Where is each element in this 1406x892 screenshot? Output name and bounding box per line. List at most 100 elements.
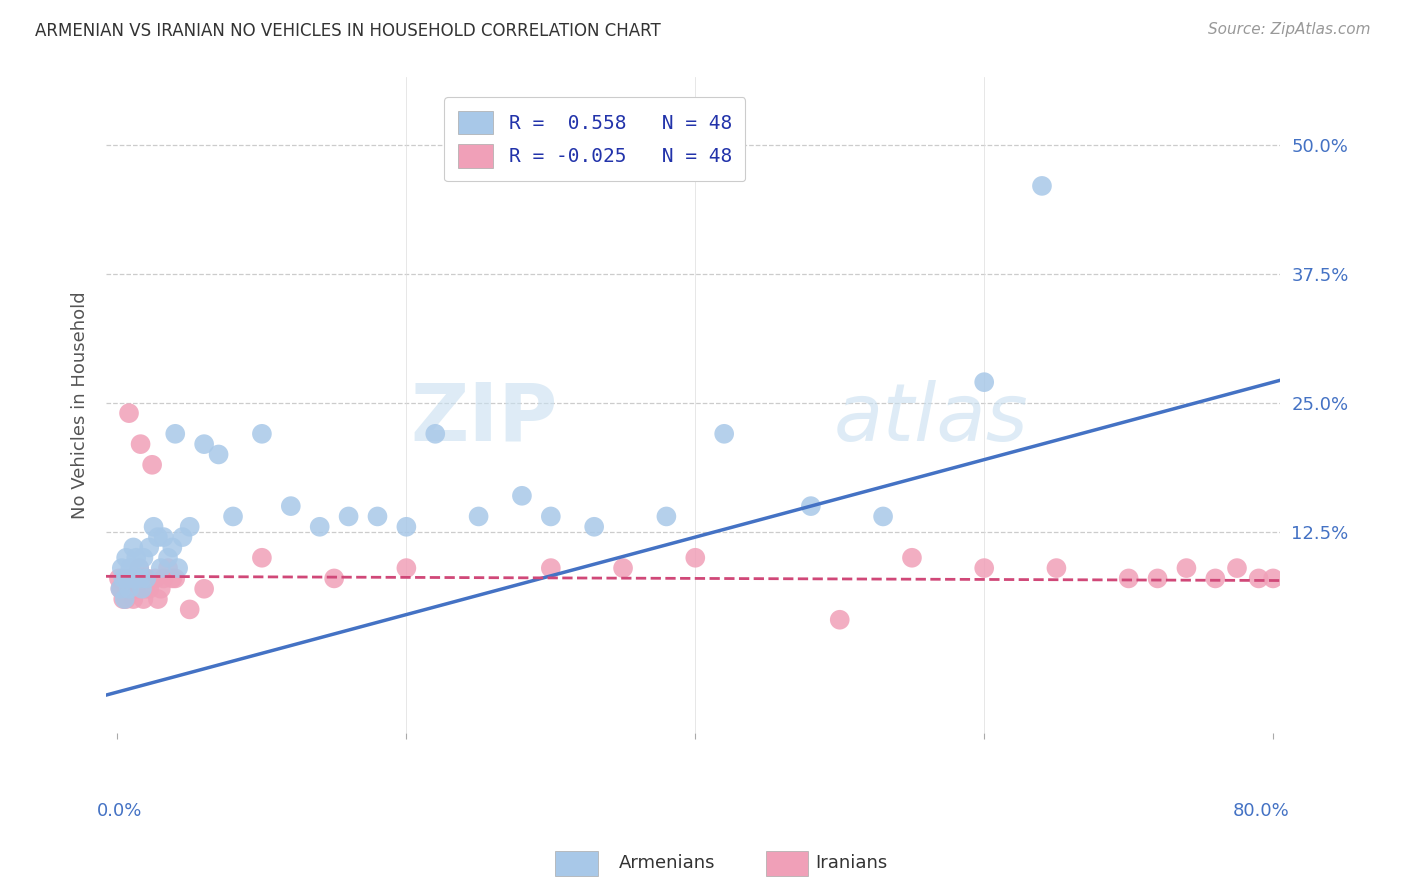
Point xyxy=(146,592,169,607)
Point xyxy=(685,550,707,565)
Point xyxy=(222,509,245,524)
Point xyxy=(110,582,132,596)
Point xyxy=(118,582,141,596)
Point xyxy=(135,571,157,585)
Legend: R =  0.558   N = 48, R = -0.025   N = 48: R = 0.558 N = 48, R = -0.025 N = 48 xyxy=(444,97,745,181)
Point xyxy=(162,571,184,585)
Point xyxy=(157,550,180,565)
Point xyxy=(114,571,136,585)
Point xyxy=(901,550,924,565)
Point xyxy=(973,561,995,575)
Point xyxy=(131,582,153,596)
Point xyxy=(111,561,134,575)
Point xyxy=(125,582,148,596)
Text: ZIP: ZIP xyxy=(411,379,558,458)
Point xyxy=(467,509,489,524)
Point xyxy=(152,530,174,544)
Point xyxy=(583,520,606,534)
Point xyxy=(129,571,152,585)
Point xyxy=(122,592,145,607)
Point xyxy=(872,509,894,524)
Point xyxy=(207,447,229,461)
Point xyxy=(111,582,134,596)
Point xyxy=(124,582,146,596)
Point xyxy=(973,375,995,389)
Point xyxy=(138,541,160,555)
Point xyxy=(165,426,187,441)
Point xyxy=(366,509,388,524)
Point xyxy=(1031,178,1053,193)
Point xyxy=(713,426,735,441)
Point xyxy=(655,509,678,524)
Point xyxy=(121,571,143,585)
Point xyxy=(120,561,142,575)
Point xyxy=(800,499,823,513)
Point xyxy=(1045,561,1067,575)
Point xyxy=(120,582,142,596)
Point xyxy=(114,592,136,607)
Point xyxy=(117,571,139,585)
Point xyxy=(149,561,172,575)
Point xyxy=(828,613,851,627)
Point xyxy=(117,582,139,596)
Point xyxy=(110,582,132,596)
Point xyxy=(152,571,174,585)
Point xyxy=(510,489,533,503)
Point xyxy=(118,406,141,420)
Point xyxy=(179,520,201,534)
Point xyxy=(122,541,145,555)
Text: 0.0%: 0.0% xyxy=(97,802,142,821)
Text: Source: ZipAtlas.com: Source: ZipAtlas.com xyxy=(1208,22,1371,37)
Text: 80.0%: 80.0% xyxy=(1233,802,1289,821)
Point xyxy=(1261,571,1284,585)
Point xyxy=(132,550,155,565)
Point xyxy=(115,592,138,607)
Point xyxy=(323,571,346,585)
Point xyxy=(143,571,166,585)
Point xyxy=(395,561,418,575)
Text: ARMENIAN VS IRANIAN NO VEHICLES IN HOUSEHOLD CORRELATION CHART: ARMENIAN VS IRANIAN NO VEHICLES IN HOUSE… xyxy=(35,22,661,40)
Point xyxy=(250,550,273,565)
Point xyxy=(425,426,447,441)
Point xyxy=(112,571,135,585)
Point xyxy=(162,541,184,555)
Point xyxy=(128,561,150,575)
Point xyxy=(1247,571,1270,585)
Point xyxy=(138,582,160,596)
Point xyxy=(121,571,143,585)
Point xyxy=(540,509,562,524)
Point xyxy=(157,561,180,575)
Point xyxy=(112,592,135,607)
Point xyxy=(124,571,146,585)
Text: atlas: atlas xyxy=(834,379,1029,458)
Point xyxy=(1226,561,1249,575)
Point xyxy=(135,571,157,585)
Point xyxy=(308,520,330,534)
Y-axis label: No Vehicles in Household: No Vehicles in Household xyxy=(72,292,89,519)
Point xyxy=(146,530,169,544)
Point xyxy=(193,437,215,451)
Point xyxy=(1146,571,1168,585)
Point xyxy=(125,550,148,565)
Point xyxy=(128,561,150,575)
Point xyxy=(127,571,149,585)
Point xyxy=(395,520,418,534)
Point xyxy=(1175,561,1198,575)
Point xyxy=(165,571,187,585)
Point xyxy=(193,582,215,596)
Point xyxy=(129,437,152,451)
Point xyxy=(1118,571,1140,585)
Point xyxy=(115,550,138,565)
Point xyxy=(280,499,302,513)
Point xyxy=(612,561,634,575)
Point xyxy=(149,582,172,596)
Point xyxy=(167,561,190,575)
Point xyxy=(131,571,153,585)
Text: Iranians: Iranians xyxy=(815,855,887,872)
Point xyxy=(250,426,273,441)
Point xyxy=(108,571,131,585)
Point xyxy=(337,509,360,524)
Text: Armenians: Armenians xyxy=(619,855,716,872)
Point xyxy=(134,582,156,596)
Point xyxy=(179,602,201,616)
